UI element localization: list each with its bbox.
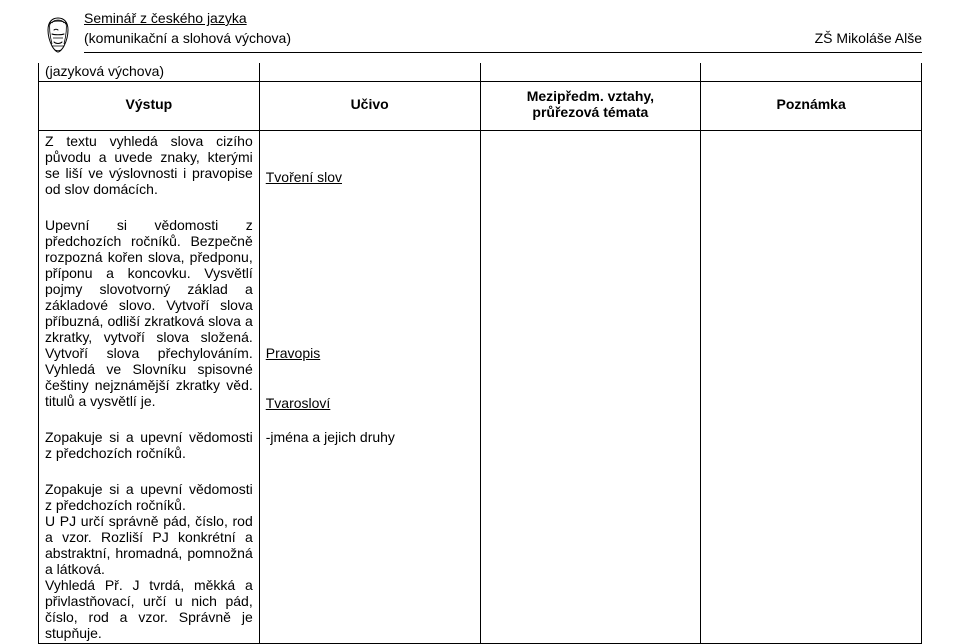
mezi-cell: [480, 131, 701, 644]
header-vystup: Výstup: [39, 82, 260, 131]
header-pozn: Poznámka: [701, 82, 922, 131]
header-mezi: Mezipředm. vztahy, průřezová témata: [480, 82, 701, 131]
jazykova-label: (jazyková výchova): [45, 63, 164, 79]
seminar-title: Seminář z českého jazyka: [84, 8, 922, 26]
pozn-cell: [701, 131, 922, 644]
vystup-cell: Z textu vyhledá slova cizího původu a uv…: [39, 131, 260, 644]
portrait-icon: [38, 12, 78, 59]
header-ucivo: Učivo: [259, 82, 480, 131]
subtitle: (komunikační a slohová výchova): [84, 30, 291, 46]
curriculum-table: (jazyková výchova) Výstup Učivo Mezipřed…: [38, 63, 922, 644]
vystup-p3: Zopakuje si a upevní vědomosti z předcho…: [45, 429, 253, 461]
jazykova-cell: (jazyková výchova): [39, 63, 260, 82]
ucivo-tvaroslovi: Tvarosloví: [266, 395, 474, 411]
school-name: ZŠ Mikoláše Alše: [815, 30, 922, 46]
vystup-p4a: Zopakuje si a upevní vědomosti z předcho…: [45, 481, 253, 513]
mezi-line1: Mezipředm. vztahy,: [527, 88, 654, 104]
vystup-p2: Upevní si vědomosti z předchozích ročník…: [45, 217, 253, 409]
ucivo-cell: Tvoření slov Pravopis Tvarosloví -jména …: [259, 131, 480, 644]
vystup-p1: Z textu vyhledá slova cizího původu a uv…: [45, 133, 253, 197]
vystup-p4c: Vyhledá Př. J tvrdá, měkká a přivlastňov…: [45, 577, 253, 641]
vystup-p4b: U PJ určí správně pád, číslo, rod a vzor…: [45, 513, 253, 577]
ucivo-tvoreni: Tvoření slov: [266, 169, 474, 185]
mezi-line2: průřezová témata: [532, 104, 648, 120]
ucivo-jmena: -jména a jejich druhy: [266, 429, 474, 445]
ucivo-pravopis: Pravopis: [266, 345, 474, 361]
header-divider: [84, 52, 922, 53]
